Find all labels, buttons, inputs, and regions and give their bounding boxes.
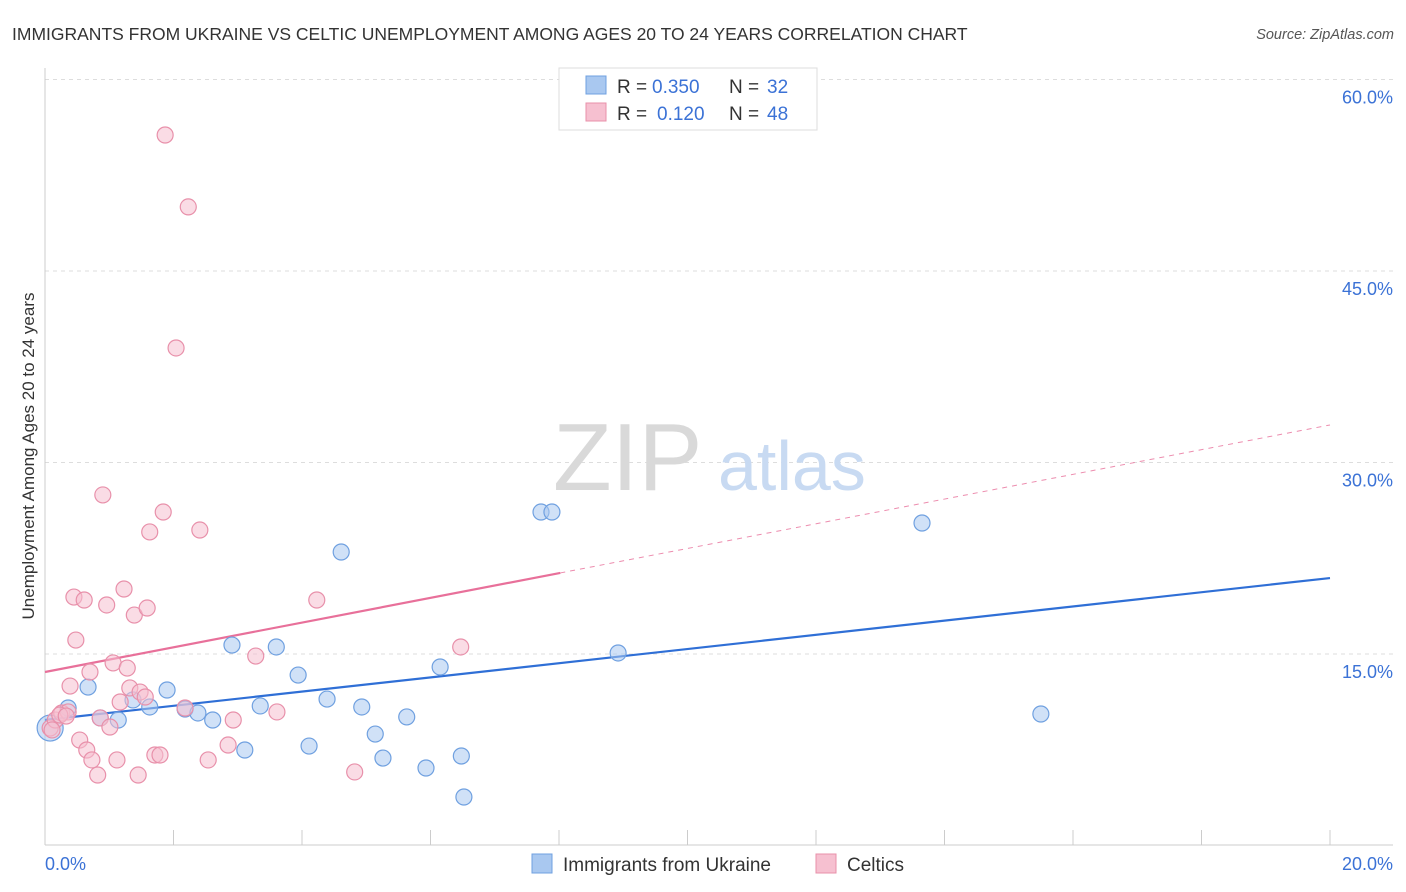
legend-r-label: R = <box>617 77 647 98</box>
data-point-ukraine <box>366 725 384 743</box>
data-point-celtics <box>101 718 119 736</box>
data-point-ukraine <box>158 681 176 699</box>
data-point-ukraine <box>236 741 254 759</box>
trend-line-dashed-celtics <box>560 424 1331 574</box>
legend-r-value-ukraine: 0.350 <box>652 77 700 98</box>
x-tick-label-min: 0.0% <box>45 854 86 874</box>
y-tick-label: 60.0% <box>1342 87 1393 107</box>
y-axis-label: Unemployment Among Ages 20 to 24 years <box>19 293 38 620</box>
data-point-celtics <box>308 591 326 609</box>
data-point-celtics <box>138 599 156 617</box>
data-point-celtics <box>98 596 116 614</box>
legend-box: R = 0.350 N = 32 R = 0.120 N = 48 <box>558 67 818 131</box>
legend-r-value-celtics: 0.120 <box>657 104 705 125</box>
data-point-celtics <box>151 746 169 764</box>
data-point-celtics <box>346 763 364 781</box>
y-tick-label: 15.0% <box>1342 662 1393 682</box>
data-point-ukraine <box>543 503 561 521</box>
data-point-celtics <box>224 711 242 729</box>
legend-n-value-celtics: 48 <box>767 104 788 125</box>
data-point-ukraine <box>452 747 470 765</box>
data-point-celtics <box>452 638 470 656</box>
data-point-celtics <box>129 766 147 784</box>
data-point-celtics <box>89 766 107 784</box>
bottom-legend-swatch-ukraine <box>531 853 553 874</box>
data-point-celtics <box>61 677 79 695</box>
x-tick-label-max: 20.0% <box>1342 854 1393 874</box>
data-point-ukraine <box>1032 705 1050 723</box>
data-point-celtics <box>115 580 133 598</box>
data-point-ukraine <box>913 514 931 532</box>
data-point-celtics <box>199 751 217 769</box>
bottom-legend-swatch-celtics <box>815 853 837 874</box>
data-point-ukraine <box>251 697 269 715</box>
y-tick-label: 45.0% <box>1342 279 1393 299</box>
svg-text:ZIP: ZIP <box>553 404 702 511</box>
data-point-celtics <box>43 721 61 739</box>
data-point-celtics <box>154 503 172 521</box>
legend-swatch-celtics <box>585 102 607 122</box>
bottom-legend-label-ukraine: Immigrants from Ukraine <box>563 855 771 876</box>
data-point-ukraine <box>289 666 307 684</box>
svg-text:atlas: atlas <box>718 427 866 505</box>
legend-n-value-ukraine: 32 <box>767 77 788 98</box>
chart-title: IMMIGRANTS FROM UKRAINE VS CELTIC UNEMPL… <box>12 24 968 44</box>
data-point-ukraine <box>609 644 627 662</box>
data-point-celtics <box>179 198 197 216</box>
y-tick-labels: 15.0% 30.0% 45.0% 60.0% <box>1342 87 1393 682</box>
data-point-ukraine <box>79 678 97 696</box>
data-point-celtics <box>268 703 286 721</box>
gridlines <box>45 78 1393 655</box>
data-point-celtics <box>94 486 112 504</box>
legend-n-label: N = <box>729 104 759 125</box>
data-point-ukraine <box>223 636 241 654</box>
data-point-celtics <box>81 663 99 681</box>
data-point-celtics <box>75 591 93 609</box>
data-point-ukraine <box>353 698 371 716</box>
data-point-ukraine <box>431 658 449 676</box>
trend-line-ukraine <box>44 576 1331 722</box>
data-point-celtics <box>191 521 209 539</box>
data-point-celtics <box>111 693 129 711</box>
data-point-celtics <box>167 339 185 357</box>
data-point-celtics <box>83 751 101 769</box>
legend-swatch-ukraine <box>585 75 607 95</box>
data-point-celtics <box>57 707 75 725</box>
data-point-celtics <box>118 659 136 677</box>
data-point-ukraine <box>398 708 416 726</box>
bottom-legend: Immigrants from Ukraine Celtics <box>531 853 904 876</box>
data-point-celtics <box>219 736 237 754</box>
data-point-celtics <box>108 751 126 769</box>
data-point-ukraine <box>300 737 318 755</box>
data-point-ukraine <box>318 690 336 708</box>
data-point-ukraine <box>267 638 285 656</box>
data-point-celtics <box>247 647 265 665</box>
trend-line-celtics <box>44 571 561 674</box>
trend-lines <box>44 424 1331 722</box>
data-point-ukraine <box>417 759 435 777</box>
data-point-ukraine <box>332 543 350 561</box>
data-points <box>36 126 1050 806</box>
data-point-ukraine <box>374 749 392 767</box>
y-tick-label: 30.0% <box>1342 470 1393 490</box>
data-point-celtics <box>67 631 85 649</box>
watermark: ZIP atlas <box>553 404 866 511</box>
data-point-celtics <box>141 523 159 541</box>
bottom-legend-label-celtics: Celtics <box>847 855 904 876</box>
source-label: Source: ZipAtlas.com <box>1256 27 1394 43</box>
legend-r-label: R = <box>617 104 647 125</box>
data-point-ukraine <box>204 711 222 729</box>
data-point-celtics <box>176 699 194 717</box>
data-point-celtics <box>156 126 174 144</box>
legend-n-label: N = <box>729 77 759 98</box>
data-point-celtics <box>136 688 154 706</box>
data-point-ukraine <box>455 788 473 806</box>
